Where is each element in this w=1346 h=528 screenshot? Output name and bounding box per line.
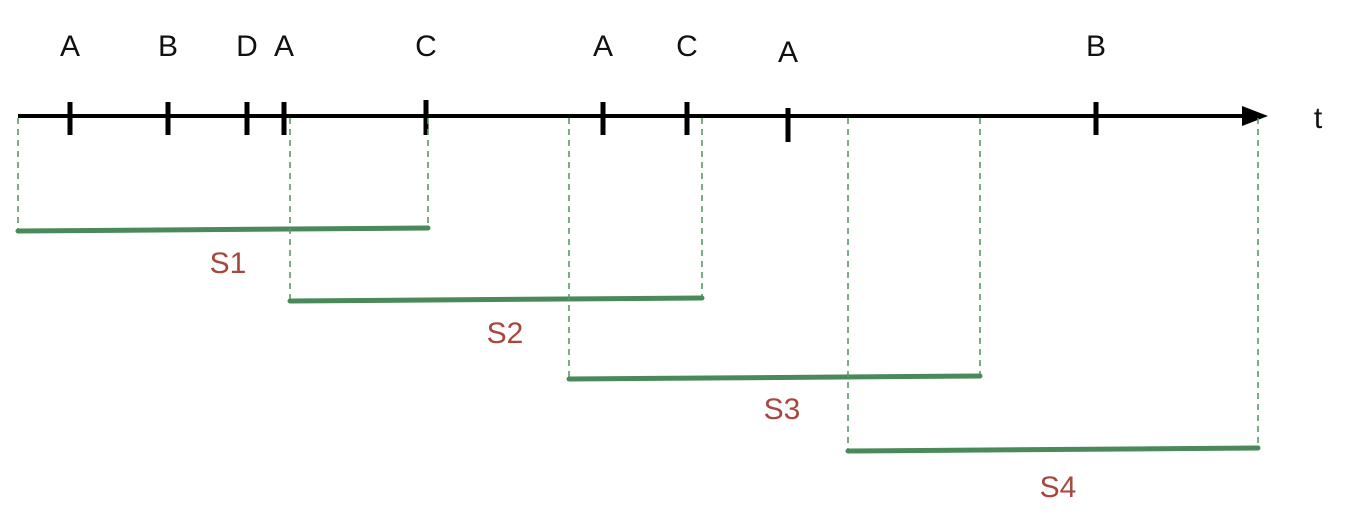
event-label: C: [676, 30, 698, 63]
window-label: S2: [487, 317, 524, 350]
time-axis-arrowhead: [1242, 106, 1268, 126]
window-label: S4: [1040, 471, 1077, 504]
time-axis-label: t: [1314, 102, 1323, 135]
event-label: A: [274, 30, 294, 63]
window-1: S1: [15, 118, 431, 280]
event-label: A: [593, 30, 613, 63]
event-label: C: [415, 30, 437, 63]
event-label: D: [236, 30, 258, 63]
window-label: S3: [764, 393, 801, 426]
window-span-line: [287, 295, 705, 304]
event-label: A: [778, 36, 798, 69]
window-span-line: [845, 445, 1261, 454]
window-span-line: [566, 373, 983, 382]
event-label: A: [60, 30, 80, 63]
event-label: B: [1086, 30, 1106, 63]
window-2: S2: [287, 118, 705, 350]
window-span-line: [15, 225, 431, 234]
sliding-windows: S1 S2 S3 S4: [15, 118, 1261, 504]
time-axis: t: [18, 102, 1323, 135]
event-label: B: [158, 30, 178, 63]
window-3: S3: [566, 118, 983, 426]
window-4: S4: [845, 118, 1261, 504]
window-label: S1: [210, 247, 247, 280]
